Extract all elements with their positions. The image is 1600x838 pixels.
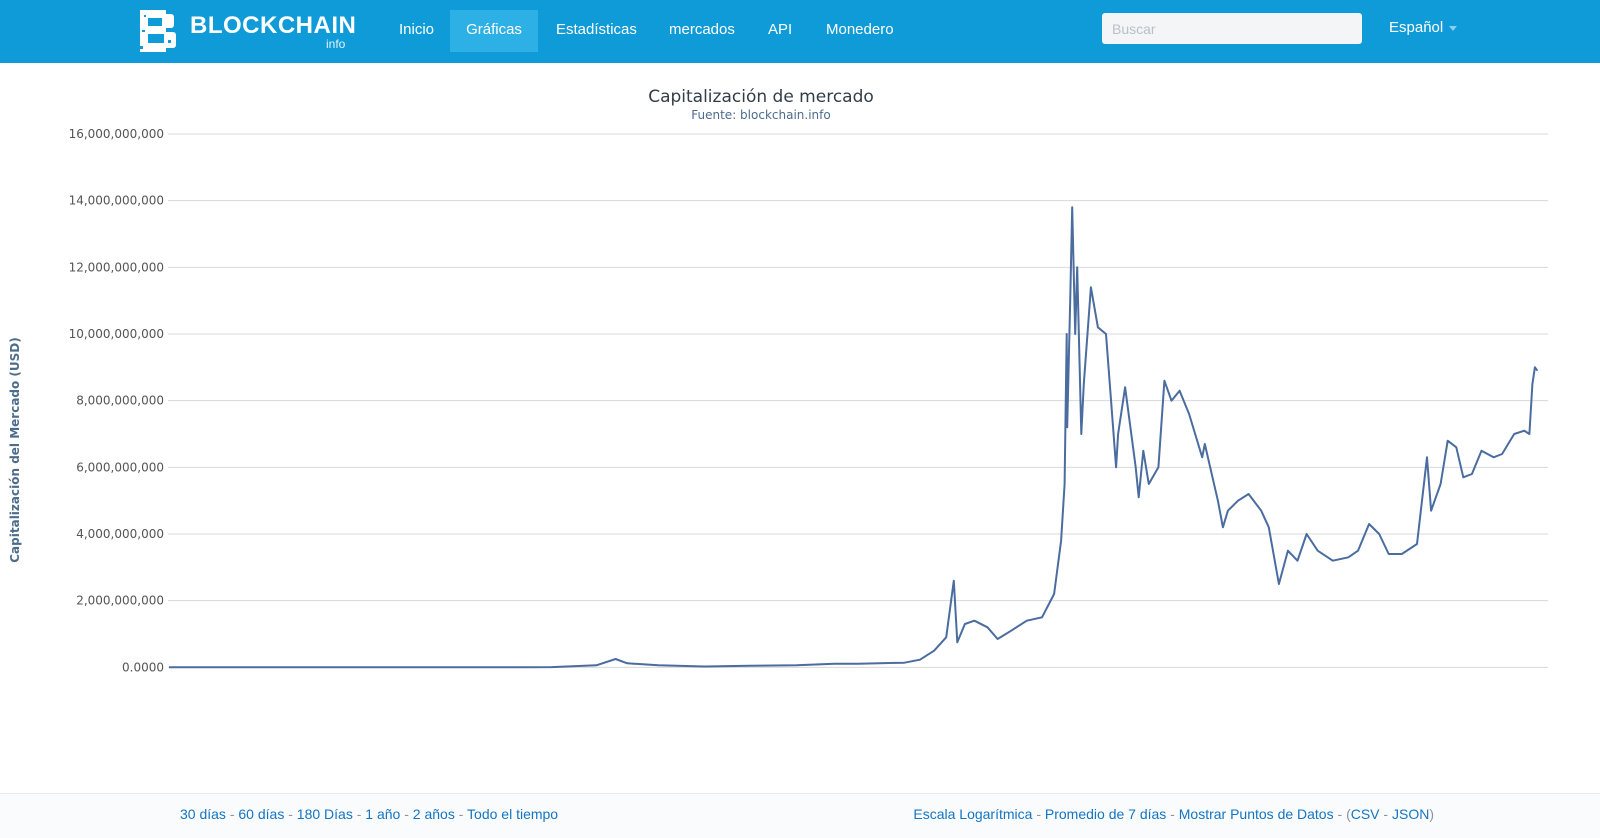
y-axis-ticks: 0.0000 2,000,000,000 4,000,000,000 6,000,00…: [69, 127, 164, 674]
top-navbar: BLOCKCHAIN info Inicio Gráficas Estadíst…: [0, 0, 1600, 63]
search-input[interactable]: [1102, 13, 1362, 44]
show-data-points-link[interactable]: Mostrar Puntos de Datos: [1178, 806, 1334, 822]
logo-subtext: info: [326, 37, 346, 51]
range-60-days[interactable]: 60 días: [238, 806, 285, 822]
y-tick-label: 8,000,000,000: [76, 394, 164, 408]
y-tick-label: 2,000,000,000: [76, 594, 164, 608]
y-tick-label: 12,000,000,000: [69, 260, 164, 274]
log-scale-link[interactable]: Escala Logarítmica: [913, 806, 1033, 822]
range-1-year[interactable]: 1 año: [365, 806, 401, 822]
chart-title: Capitalización de mercado: [648, 87, 874, 107]
csv-link[interactable]: CSV: [1350, 806, 1380, 822]
y-tick-label: 0.0000: [122, 660, 164, 674]
market-cap-chart: Capitalización de mercado Fuente: blockc…: [8, 87, 1548, 674]
nav-monedero[interactable]: Monedero: [826, 21, 894, 38]
language-selector[interactable]: Español: [1389, 19, 1458, 36]
y-tick-label: 16,000,000,000: [69, 127, 164, 141]
blockchain-logo-icon: [140, 10, 176, 52]
chart-options-footer: 30 días - 60 días - 180 Días - 1 año - 2…: [0, 793, 1600, 838]
market-cap-line: [169, 206, 1539, 669]
nav-mercados[interactable]: mercados: [669, 21, 735, 38]
range-30-days[interactable]: 30 días: [180, 806, 226, 822]
gridlines: [168, 133, 1548, 668]
chart-subtitle: Fuente: blockchain.info: [691, 108, 830, 122]
y-axis-label: Capitalización del Mercado (USD): [8, 337, 22, 563]
time-range-links: 30 días - 60 días - 180 Días - 1 año - 2…: [180, 806, 559, 822]
range-180-days[interactable]: 180 Días: [296, 806, 353, 822]
range-2-years[interactable]: 2 años: [412, 806, 455, 822]
nav-graficas[interactable]: Gráficas: [450, 10, 538, 52]
nav-api[interactable]: API: [768, 21, 793, 38]
seven-day-average-link[interactable]: Promedio de 7 días: [1044, 806, 1167, 822]
display-option-links: Escala Logarítmica - Promedio de 7 días …: [913, 806, 1434, 822]
nav-inicio[interactable]: Inicio: [399, 21, 435, 38]
range-all-time[interactable]: Todo el tiempo: [467, 806, 559, 822]
blockchain-logo[interactable]: BLOCKCHAIN info: [138, 8, 358, 54]
nav-estadisticas[interactable]: Estadísticas: [556, 21, 637, 38]
y-tick-label: 10,000,000,000: [69, 327, 164, 341]
language-label: Español: [1389, 19, 1444, 36]
y-tick-label: 6,000,000,000: [76, 460, 164, 474]
y-tick-label: 4,000,000,000: [76, 527, 164, 541]
logo-text: BLOCKCHAIN: [190, 12, 357, 39]
y-tick-label: 14,000,000,000: [69, 194, 164, 208]
chevron-down-icon: [1449, 25, 1458, 31]
json-link[interactable]: JSON: [1391, 806, 1430, 822]
